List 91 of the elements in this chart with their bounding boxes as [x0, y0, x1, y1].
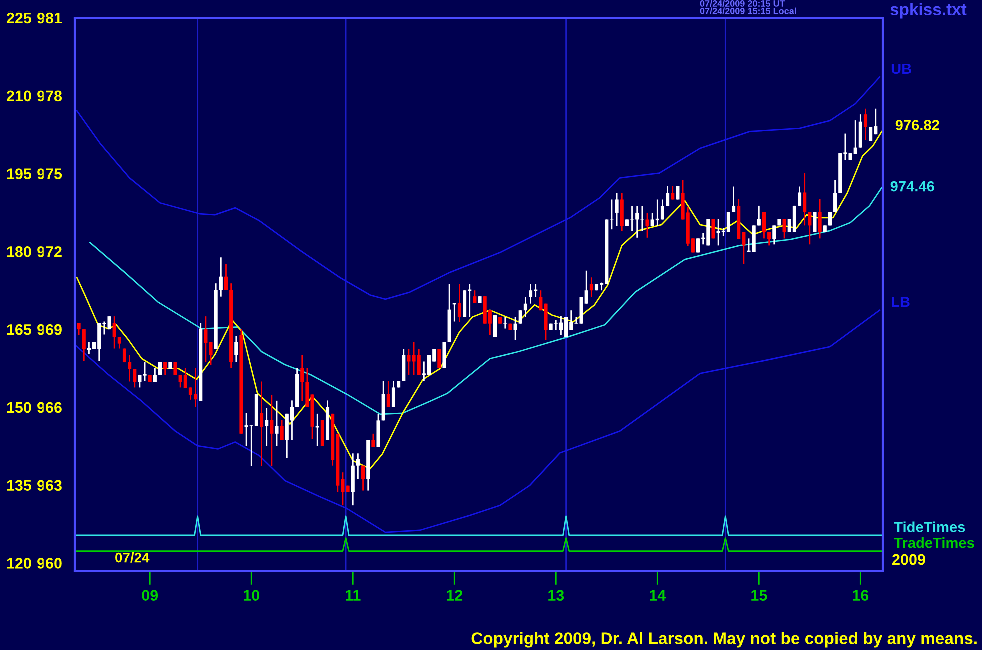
candlestick [798, 186, 802, 207]
candlestick [514, 316, 518, 342]
candlestick [808, 212, 812, 246]
x-tick-label: 13 [548, 590, 564, 601]
candlestick [504, 316, 508, 330]
x-tick-label: 16 [853, 590, 869, 601]
line-series [76, 76, 881, 300]
text: Copyright 2009, Dr. Al Larson. May not be copied by any means. [472, 632, 977, 648]
candlestick [834, 179, 838, 214]
x-tick-label: 11 [346, 590, 361, 601]
candlestick [275, 400, 279, 448]
y2-tick-label: 225 [6, 12, 32, 24]
candlestick [458, 283, 462, 323]
candlestick [671, 186, 675, 200]
line-series [90, 187, 883, 416]
annotation: 976.82 [896, 120, 940, 130]
candlestick [219, 256, 223, 298]
candlestick [782, 218, 786, 240]
candlestick [265, 408, 269, 448]
series-label: UB [892, 64, 912, 74]
candlestick [646, 212, 650, 239]
candlestick [864, 108, 868, 141]
y-tick-label: 972 [38, 246, 62, 258]
series-label: LB [892, 297, 910, 308]
candlestick [732, 186, 736, 214]
candlestick [164, 361, 168, 376]
y-tick-label: 969 [38, 324, 62, 336]
line-series [76, 131, 883, 470]
candlestick [392, 380, 396, 408]
candlestick [82, 328, 86, 362]
candlestick [772, 225, 776, 246]
candlestick [590, 276, 594, 298]
y2-tick-label: 150 [7, 402, 32, 414]
candlestick [518, 310, 522, 325]
candlestick [260, 381, 264, 467]
candlestick [762, 212, 766, 240]
y-tick-label: 966 [38, 402, 62, 414]
candlestick [615, 192, 619, 227]
x-tick-label: 15 [752, 590, 768, 601]
candlestick [386, 380, 390, 408]
candlestick [438, 348, 442, 370]
candlestick [407, 348, 411, 376]
candlestick [280, 420, 284, 442]
candlestick [757, 205, 761, 226]
y2-tick-label: 210 [6, 90, 32, 102]
line-series [75, 310, 881, 534]
candlestick [818, 198, 822, 240]
candlestick [300, 354, 304, 402]
annotation: 974.46 [890, 181, 934, 192]
candlestick [133, 368, 137, 388]
candlestick [234, 336, 238, 363]
candlestick [356, 452, 360, 480]
candlestick [153, 368, 157, 383]
y2-tick-label: 165 [7, 324, 32, 336]
candlestick [362, 465, 366, 492]
x-tick-label: 14 [650, 590, 666, 601]
candlestick [112, 316, 116, 350]
candlestick [666, 186, 670, 208]
candlestick [158, 361, 162, 376]
y-tick-label: 978 [38, 90, 62, 102]
x-tick-label: 12 [447, 590, 463, 601]
y2-tick-label: 195 [7, 168, 32, 180]
candlestick [610, 199, 614, 230]
candlestick [174, 361, 178, 376]
y-tick-label: 963 [38, 480, 62, 492]
candlestick [138, 374, 142, 388]
text: 07/24/2009 20:15 UT [700, 0, 786, 8]
y-tick-label: 981 [38, 12, 62, 24]
x-tick-label: 10 [244, 590, 260, 601]
y2-tick-label: 180 [7, 246, 32, 258]
y-tick-label: 975 [38, 168, 62, 180]
y2-tick-label: 135 [7, 480, 32, 492]
candlestick [77, 322, 81, 336]
candlestick [372, 433, 376, 448]
candlestick [493, 314, 498, 338]
series-label: TradeTimes [894, 538, 974, 548]
annotation: 07/24 [116, 552, 150, 563]
x-tick-label: 09 [142, 590, 158, 601]
series-label: TideTimes [894, 522, 966, 532]
candlestick [524, 296, 528, 318]
text: 07/24/2009 15:15 Local [700, 8, 796, 15]
candlestick [270, 394, 274, 467]
y-tick-label: 960 [38, 558, 62, 569]
text: 2009 [892, 554, 926, 566]
y2-tick-label: 120 [7, 558, 32, 569]
candlestick [768, 231, 772, 246]
candlestick [803, 172, 807, 226]
candlestick [473, 290, 477, 304]
candlestick [224, 264, 228, 291]
text: spkiss.txt [890, 3, 967, 19]
candlestick [712, 218, 716, 240]
